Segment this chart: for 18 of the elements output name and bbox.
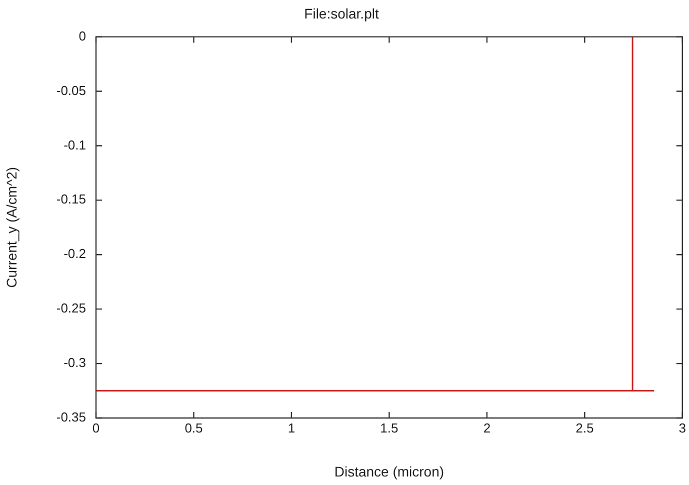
y-tick-label: -0.2 [64,246,86,262]
y-tick-label: -0.1 [64,137,86,152]
y-tick-label: -0.15 [56,192,86,207]
y-tick-label: 0 [78,28,86,44]
x-tick-label: 1 [288,420,296,436]
y-axis-title: Current_y (A/cm^2) [3,166,20,288]
x-tick-label: 2 [483,420,491,436]
x-tick-label: 1.5 [380,420,398,436]
x-tick-label: 0 [92,420,100,436]
y-tick-label: -0.25 [56,300,86,316]
x-tick-label: 0.5 [184,420,203,436]
chart-title: File:solar.plt [304,5,379,22]
x-axis-title: Distance (micron) [334,463,444,480]
y-tick-label: -0.3 [64,355,86,370]
y-tick-label: -0.05 [56,82,86,98]
y-tick-label: -0.35 [56,410,86,425]
x-tick-label: 3 [678,420,686,436]
x-tick-label: 2.5 [576,420,594,436]
